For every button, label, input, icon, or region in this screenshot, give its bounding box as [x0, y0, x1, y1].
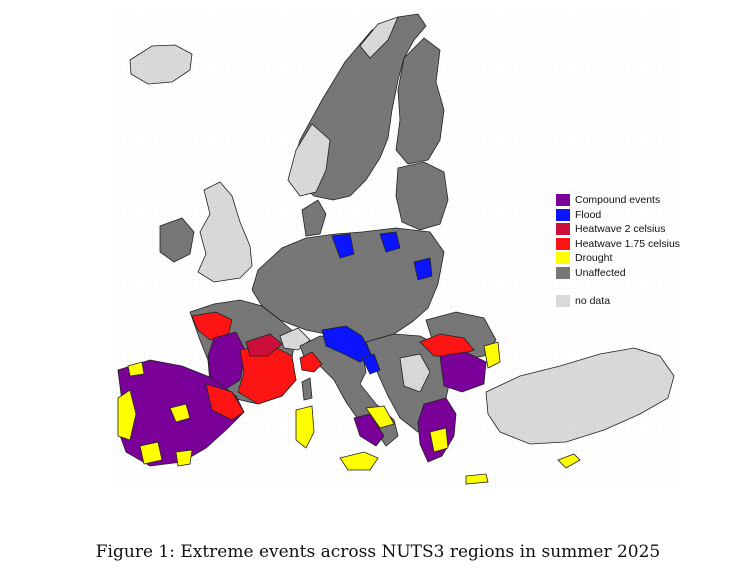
- legend-label: Compound events: [575, 194, 661, 207]
- legend-swatch-nodata: [556, 295, 570, 308]
- legend-item-heatwave-2: Heatwave 2 celsius: [556, 222, 680, 237]
- legend-item-drought: Drought: [556, 251, 680, 266]
- legend-label: Unaffected: [575, 266, 626, 279]
- map-legend: Compound events Flood Heatwave 2 celsius…: [556, 193, 680, 309]
- legend-item-unaffected: Unaffected: [556, 266, 680, 281]
- europe-nuts3-map: [110, 10, 680, 490]
- legend-label: Heatwave 2 celsius: [575, 223, 666, 236]
- legend-label: Heatwave 1.75 celsius: [575, 237, 681, 250]
- legend-item-compound: Compound events: [556, 193, 680, 208]
- nuts3-border-texture: [110, 10, 680, 490]
- legend-swatch: [556, 266, 570, 279]
- legend-swatch: [556, 223, 570, 236]
- legend-swatch: [556, 237, 570, 250]
- legend-swatch: [556, 252, 570, 265]
- legend-swatch: [556, 194, 570, 207]
- figure-caption: Figure 1: Extreme events across NUTS3 re…: [95, 542, 661, 562]
- legend-label: no data: [575, 295, 611, 308]
- legend-label: Flood: [575, 208, 602, 221]
- legend-item-no-data: no data: [556, 294, 680, 309]
- legend-label: Drought: [575, 252, 613, 265]
- legend-swatch: [556, 208, 570, 221]
- legend-item-heatwave-175: Heatwave 1.75 celsius: [556, 237, 680, 252]
- legend-item-flood: Flood: [556, 208, 680, 223]
